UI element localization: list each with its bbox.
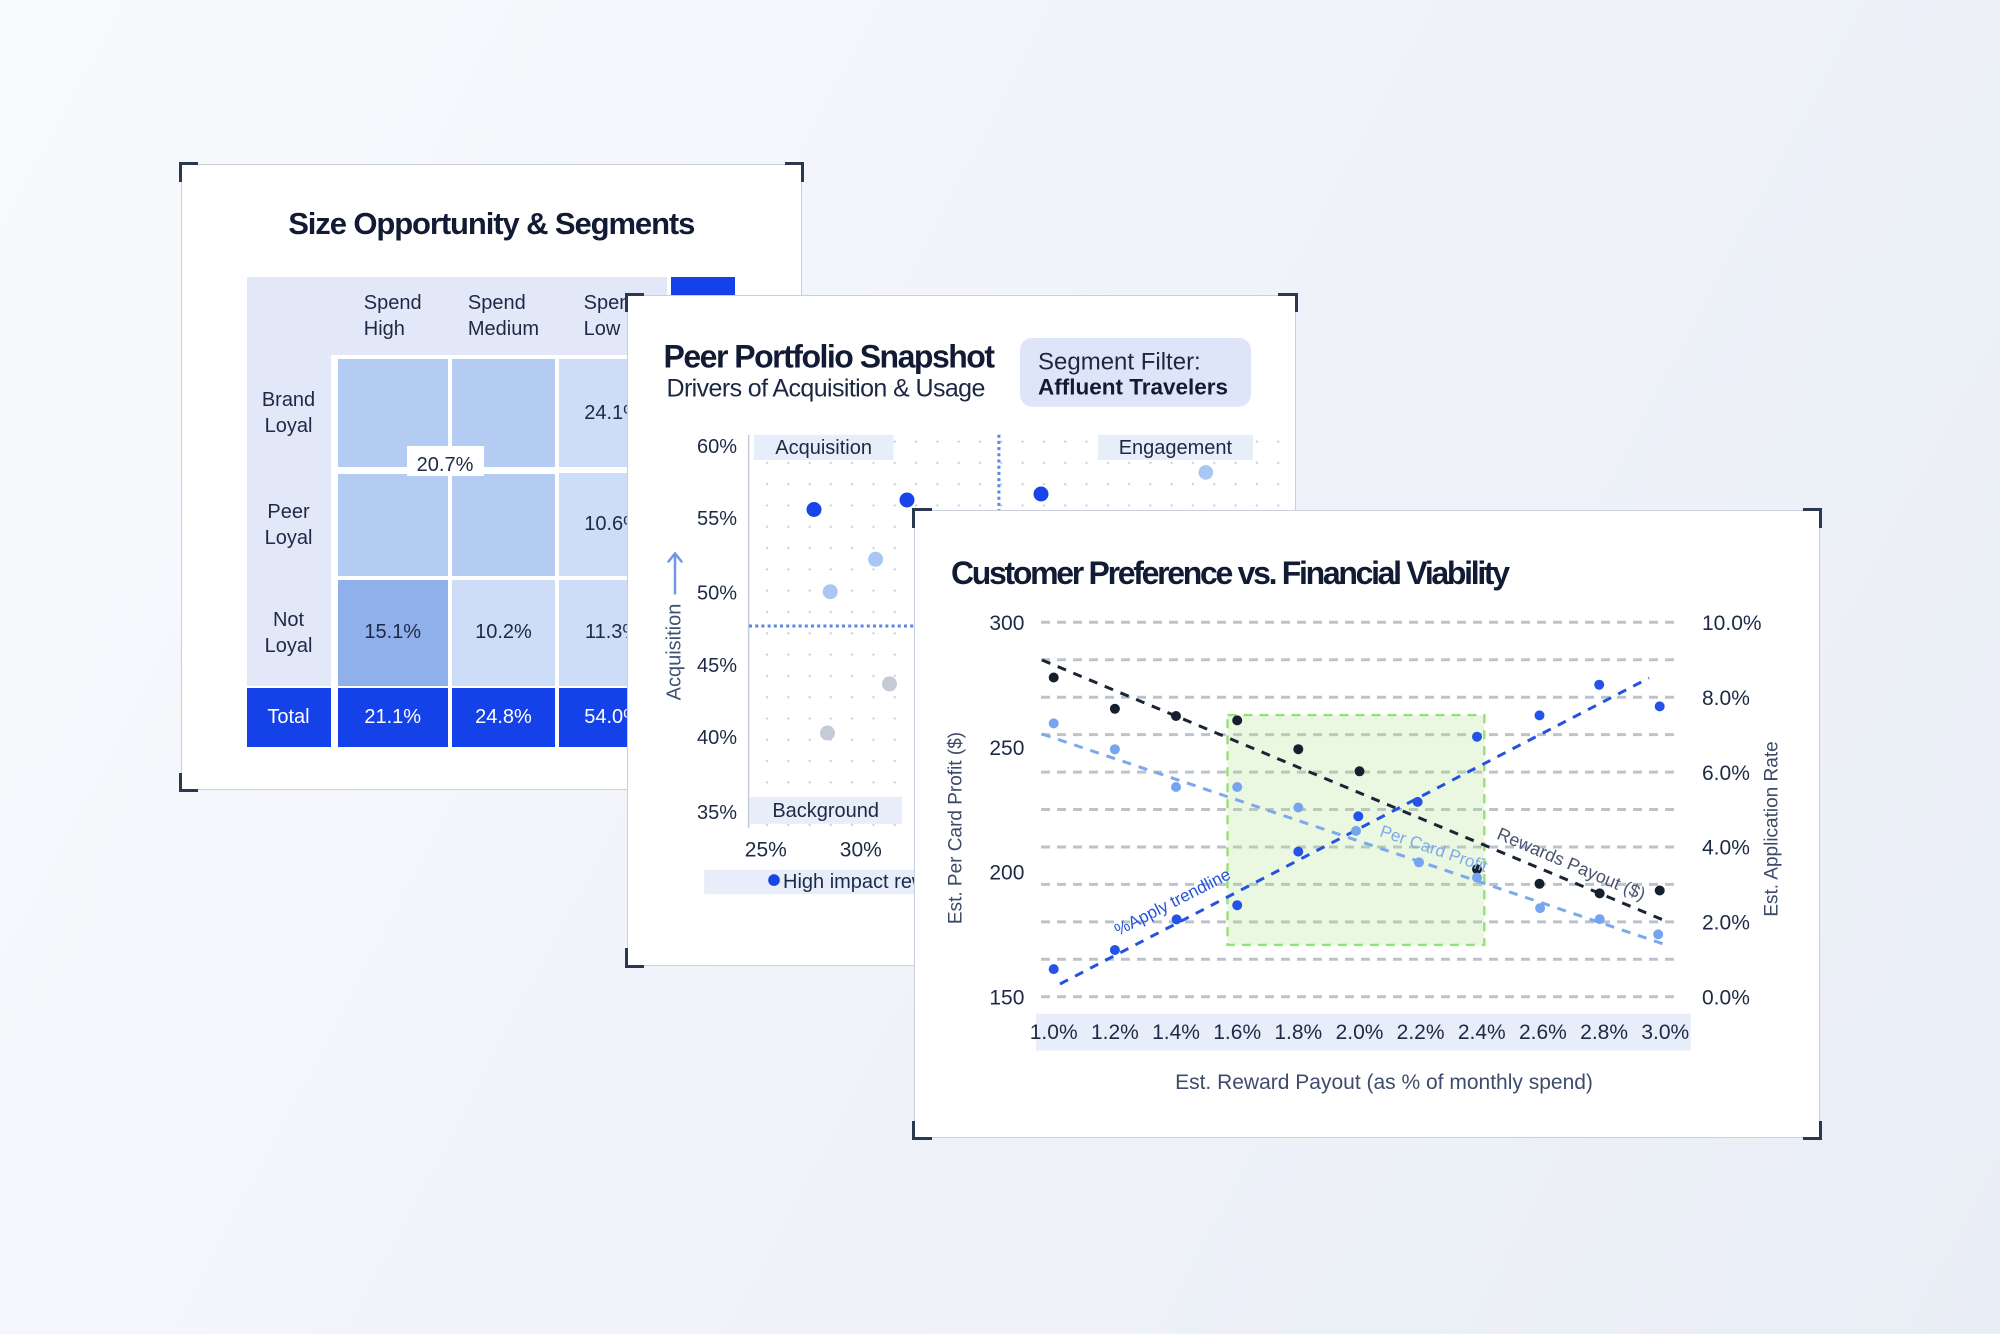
svg-text:10.0%: 10.0% xyxy=(1702,612,1762,635)
svg-text:300: 300 xyxy=(989,612,1024,635)
svg-text:0.0%: 0.0% xyxy=(1702,986,1750,1009)
svg-text:Acquisition: Acquisition xyxy=(775,437,872,459)
svg-text:Segment Filter:: Segment Filter: xyxy=(1038,349,1201,376)
svg-text:Est. Application Rate: Est. Application Rate xyxy=(1762,741,1783,916)
svg-text:6.0%: 6.0% xyxy=(1702,762,1750,785)
svg-text:2.2%: 2.2% xyxy=(1397,1021,1445,1044)
svg-text:Est. Per Card Profit ($): Est. Per Card Profit ($) xyxy=(945,732,966,924)
svg-text:Background: Background xyxy=(772,800,879,822)
svg-text:250: 250 xyxy=(989,737,1024,760)
svg-text:30%: 30% xyxy=(840,839,882,862)
svg-text:4.0%: 4.0% xyxy=(1702,837,1750,860)
svg-text:Customer Preference vs. Financ: Customer Preference vs. Financial Viabil… xyxy=(951,555,1510,591)
svg-text:2.6%: 2.6% xyxy=(1519,1021,1567,1044)
svg-text:25%: 25% xyxy=(745,839,787,862)
svg-text:Acquisition: Acquisition xyxy=(663,604,685,701)
svg-text:Engagement: Engagement xyxy=(1119,437,1233,459)
svg-text:45%: 45% xyxy=(697,655,737,677)
svg-text:50%: 50% xyxy=(697,583,737,605)
svg-text:60%: 60% xyxy=(697,436,737,458)
svg-text:Affluent Travelers: Affluent Travelers xyxy=(1038,375,1228,400)
svg-text:2.4%: 2.4% xyxy=(1458,1021,1506,1044)
svg-text:55%: 55% xyxy=(697,508,737,530)
svg-text:2.0%: 2.0% xyxy=(1702,912,1750,935)
svg-text:35%: 35% xyxy=(697,802,737,824)
svg-text:Peer Portfolio Snapshot: Peer Portfolio Snapshot xyxy=(664,339,996,375)
svg-text:1.4%: 1.4% xyxy=(1152,1021,1200,1044)
svg-text:40%: 40% xyxy=(697,727,737,749)
svg-text:Rewards Payout ($): Rewards Payout ($) xyxy=(1494,824,1648,905)
svg-text:1.8%: 1.8% xyxy=(1274,1021,1322,1044)
svg-text:2.8%: 2.8% xyxy=(1580,1021,1628,1044)
svg-text:150: 150 xyxy=(989,986,1024,1009)
svg-text:8.0%: 8.0% xyxy=(1702,687,1750,710)
svg-text:1.2%: 1.2% xyxy=(1091,1021,1139,1044)
svg-text:1.6%: 1.6% xyxy=(1213,1021,1261,1044)
svg-text:200: 200 xyxy=(989,862,1024,885)
svg-text:3.0%: 3.0% xyxy=(1641,1021,1689,1044)
svg-text:2.0%: 2.0% xyxy=(1336,1021,1384,1044)
svg-text:Est. Reward Payout (as % of mo: Est. Reward Payout (as % of monthly spen… xyxy=(1175,1071,1593,1094)
svg-text:1.0%: 1.0% xyxy=(1030,1021,1078,1044)
svg-text:Drivers of Acquisition & Usage: Drivers of Acquisition & Usage xyxy=(667,375,985,403)
